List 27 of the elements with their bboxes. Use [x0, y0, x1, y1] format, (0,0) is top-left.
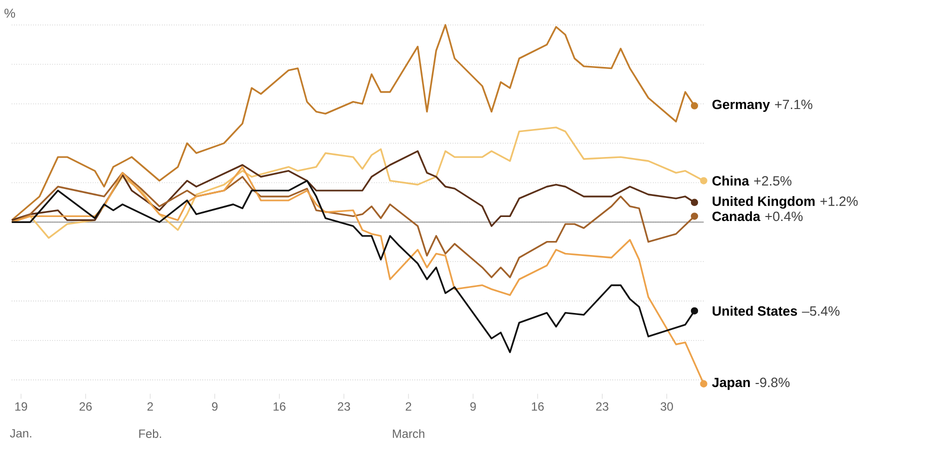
text: Feb.	[139, 429, 162, 438]
text: Jan.	[10, 429, 32, 438]
x-tick-label: 19	[15, 402, 28, 411]
series-label: China	[712, 176, 750, 186]
series-label: Canada	[712, 211, 760, 222]
series-label: Japan	[712, 378, 750, 390]
x-tick-label: 9	[470, 402, 476, 411]
text: March	[392, 429, 424, 438]
text: +1.2%	[820, 196, 858, 206]
series-label: Germany	[712, 100, 770, 112]
x-tick-label: 2	[406, 402, 412, 411]
series-label: United Kingdom	[712, 196, 815, 209]
text: –5.4%	[802, 306, 840, 316]
x-tick-label: 16	[532, 402, 544, 411]
x-tick-label: 9	[212, 402, 218, 411]
x-tick-label: 16	[274, 402, 286, 411]
text: +2.5%	[754, 176, 792, 186]
series-label: United States	[712, 306, 798, 316]
text: +0.4%	[765, 212, 803, 222]
y-axis-title: %	[4, 8, 16, 18]
x-tick-label: 26	[80, 402, 92, 411]
x-tick-label: 2	[147, 402, 153, 411]
text: -9.8%	[756, 378, 790, 388]
x-tick-label: 30	[660, 402, 673, 411]
text: +7.1%	[775, 100, 812, 110]
x-tick-label: 23	[338, 402, 350, 411]
x-tick-label: 23	[596, 402, 608, 411]
